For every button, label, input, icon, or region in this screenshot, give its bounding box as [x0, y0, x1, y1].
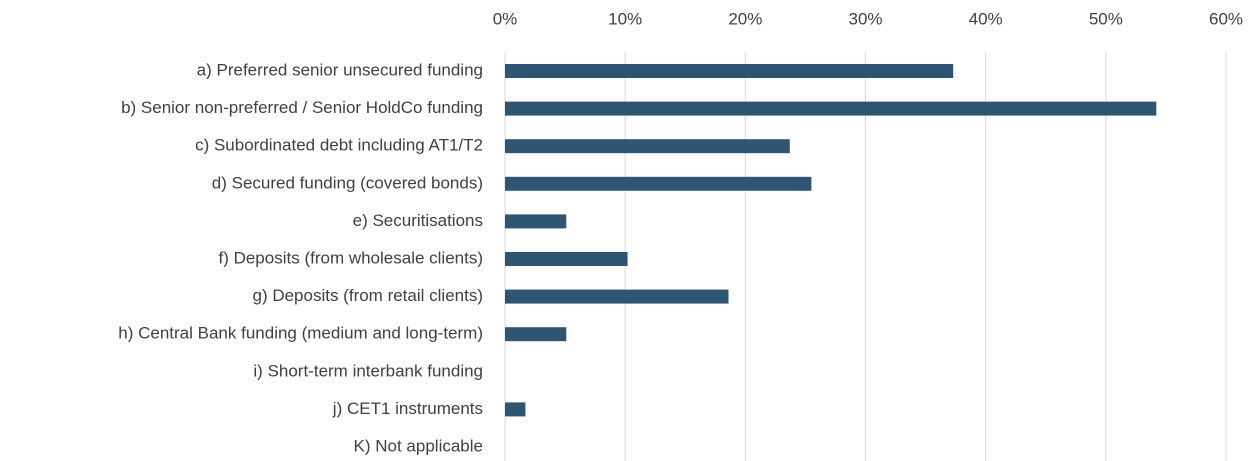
y-tick-label: j) CET1 instruments — [332, 399, 483, 418]
y-tick-label: c) Subordinated debt including AT1/T2 — [195, 136, 483, 155]
y-tick-label: K) Not applicable — [354, 436, 483, 455]
bar — [505, 214, 567, 229]
x-tick-label: 20% — [728, 9, 762, 28]
y-tick-label: h) Central Bank funding (medium and long… — [118, 324, 483, 343]
y-tick-label: a) Preferred senior unsecured funding — [197, 60, 483, 79]
y-tick-label: e) Securitisations — [353, 211, 483, 230]
x-tick-label: 60% — [1209, 9, 1243, 28]
bar — [505, 402, 526, 417]
bar — [505, 139, 790, 154]
y-tick-label: b) Senior non-preferred / Senior HoldCo … — [121, 98, 483, 117]
x-tick-label: 0% — [493, 9, 518, 28]
bar — [505, 289, 729, 304]
x-tick-label: 10% — [608, 9, 642, 28]
bar — [505, 176, 812, 191]
bar — [505, 327, 567, 342]
bar — [505, 64, 954, 78]
x-tick-label: 40% — [969, 9, 1003, 28]
bar — [505, 252, 628, 266]
y-tick-label: g) Deposits (from retail clients) — [252, 286, 483, 305]
y-tick-label: f) Deposits (from wholesale clients) — [218, 248, 483, 267]
bar — [505, 101, 1157, 116]
x-tick-label: 50% — [1089, 9, 1123, 28]
y-tick-label: i) Short-term interbank funding — [253, 361, 483, 380]
x-tick-label: 30% — [848, 9, 882, 28]
y-tick-label: d) Secured funding (covered bonds) — [212, 173, 483, 192]
